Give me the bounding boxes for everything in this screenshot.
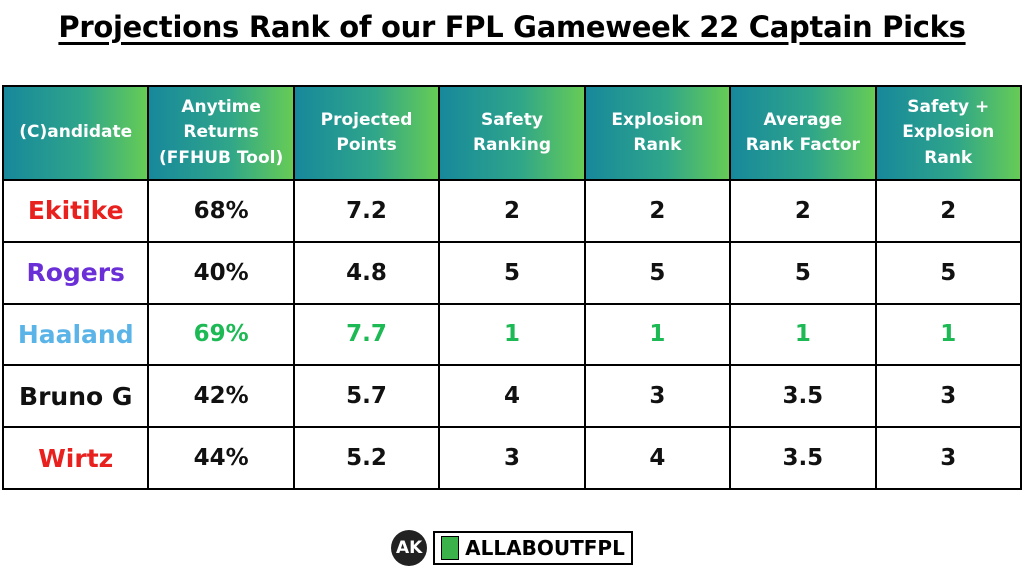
header-row: (C)andidate Anytime Returns (FFHUB Tool) P…: [1, 85, 1023, 181]
table-cell: 3.5: [729, 426, 877, 490]
candidate-name: Rogers: [1, 240, 150, 305]
table-row: Wirtz 44% 5.2 3 4 3.5 3: [1, 426, 1023, 490]
table-cell: 5.7: [292, 364, 441, 429]
pitch-icon: [441, 536, 460, 560]
table-cell: 40%: [147, 240, 295, 305]
table-cell: 3.5: [729, 364, 877, 429]
table-cell: 7.7: [292, 302, 441, 367]
table-cell: 2: [438, 179, 586, 243]
footer: AK ALLABOUTFPL: [0, 530, 1024, 566]
candidate-name: Wirtz: [1, 426, 150, 490]
table-cell: 5: [729, 240, 877, 305]
table-cell: 5: [874, 240, 1023, 305]
table-cell: 1: [874, 302, 1023, 367]
table-body: Ekitike 68% 7.2 2 2 2 2 Rogers 40% 4.8 5 5 5 5 Haaland…: [1, 179, 1023, 490]
header-cell: Average Rank Factor: [729, 85, 877, 181]
table-cell: 44%: [147, 426, 295, 490]
header-cell: Safety + Explosion Rank: [874, 85, 1023, 181]
table-cell: 5: [583, 240, 732, 305]
header-cell: Explosion Rank: [583, 85, 732, 181]
header-cell: Projected Points: [292, 85, 441, 181]
table-cell: 3: [874, 364, 1023, 429]
candidate-name: Ekitike: [1, 179, 150, 243]
brand-logo: ALLABOUTFPL: [433, 531, 633, 565]
table-cell: 1: [729, 302, 877, 367]
table-cell: 3: [438, 426, 586, 490]
logo-icon: AK: [391, 530, 428, 566]
table-cell: 2: [729, 179, 877, 243]
table-cell: 1: [583, 302, 732, 367]
table-cell: 4: [438, 364, 586, 429]
table-row: Haaland 69% 7.7 1 1 1 1: [1, 302, 1023, 367]
table-cell: 5: [438, 240, 586, 305]
table-row: Rogers 40% 4.8 5 5 5 5: [1, 240, 1023, 305]
header-cell: Safety Ranking: [438, 85, 586, 181]
table-row: Ekitike 68% 7.2 2 2 2 2: [1, 179, 1023, 243]
table-cell: 69%: [147, 302, 295, 367]
table-cell: 2: [874, 179, 1023, 243]
table-cell: 4.8: [292, 240, 441, 305]
table-cell: 42%: [147, 364, 295, 429]
table-cell: 7.2: [292, 179, 441, 243]
table-row: Bruno G 42% 5.7 4 3 3.5 3: [1, 364, 1023, 429]
table-cell: 1: [438, 302, 586, 367]
table-cell: 2: [583, 179, 732, 243]
title: Projections Rank of our FPL Gameweek 22 …: [58, 10, 966, 44]
table-cell: 3: [583, 364, 732, 429]
header-cell: Anytime Returns (FFHUB Tool): [147, 85, 295, 181]
table-cell: 5.2: [292, 426, 441, 490]
table-cell: 68%: [147, 179, 295, 243]
table-cell: 4: [583, 426, 732, 490]
candidate-name: Bruno G: [1, 364, 150, 429]
brand-name: ALLABOUTFPL: [465, 536, 625, 560]
table-cell: 3: [874, 426, 1023, 490]
captain-table: (C)andidate Anytime Returns (FFHUB Tool) P…: [1, 85, 1023, 490]
candidate-name: Haaland: [1, 302, 150, 367]
header-cell: (C)andidate: [1, 85, 150, 181]
